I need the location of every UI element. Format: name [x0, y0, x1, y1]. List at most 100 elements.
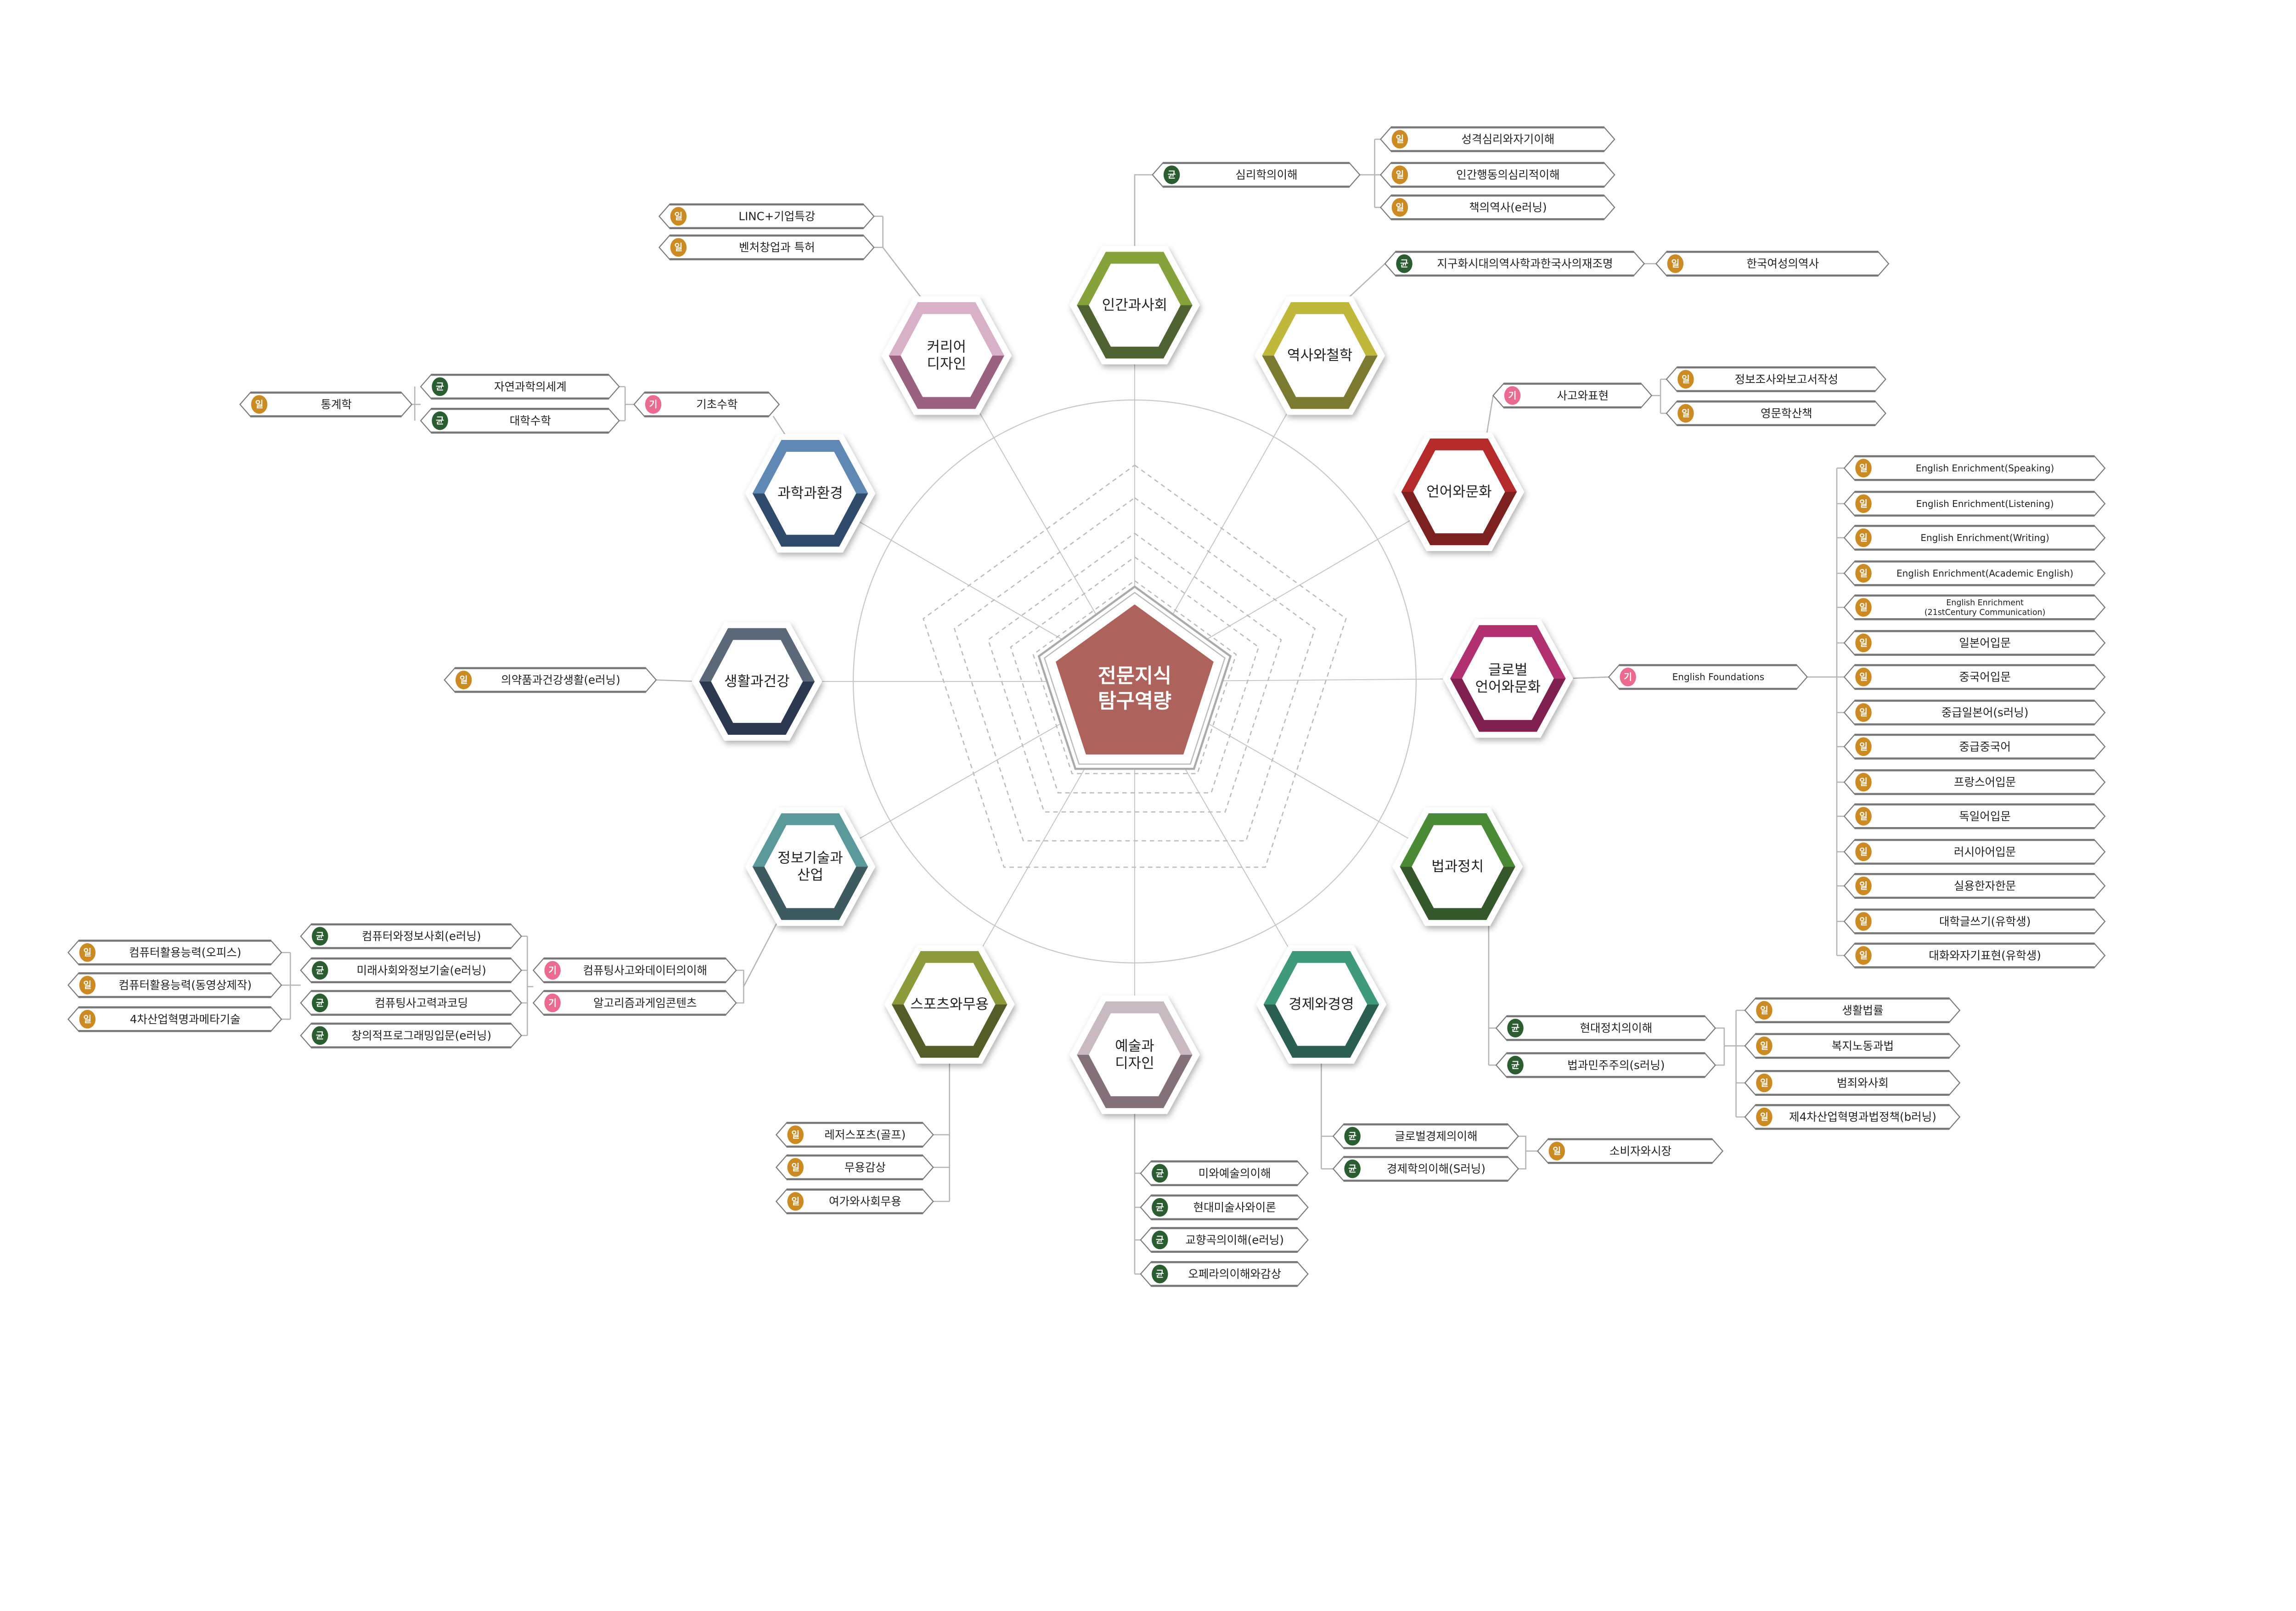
- tag-label: 미래사회와정보기술(e러닝): [357, 963, 486, 977]
- course-tag[interactable]: 기 알고리즘과게임콘텐츠: [532, 990, 737, 1016]
- tag-label: 벤처창업과 특허: [739, 241, 815, 254]
- course-type-badge: [1667, 254, 1684, 273]
- course-tag[interactable]: 일 실용한자한문: [1843, 873, 2106, 899]
- course-tag[interactable]: 기 컴퓨팅사고와데이터의이해: [532, 957, 737, 983]
- badge-label: 일: [83, 947, 91, 958]
- course-tag[interactable]: 일 프랑스어입문: [1843, 769, 2106, 795]
- hub-inner: [1413, 450, 1505, 534]
- course-tag[interactable]: 기 사고와표현: [1492, 383, 1653, 409]
- course-tag[interactable]: 일 대학글쓰기(유학생): [1843, 908, 2106, 935]
- hub-2[interactable]: 역사와철학: [1255, 296, 1385, 415]
- hub-inner: [1088, 264, 1181, 347]
- course-tag[interactable]: 일 컴퓨터활용능력(동영상제작): [67, 972, 282, 998]
- course-tag[interactable]: 기 English Foundations: [1608, 664, 1808, 690]
- course-tag[interactable]: 균 경제학의이해(S러닝): [1332, 1156, 1519, 1182]
- hub-inner: [1462, 637, 1554, 720]
- connector: [1134, 174, 1153, 252]
- course-tag[interactable]: 일 English Enrichment(Listening): [1843, 490, 2106, 517]
- hub-8[interactable]: 스포츠와무용: [884, 945, 1015, 1064]
- course-tag[interactable]: 균 현대미술사와이론: [1140, 1194, 1309, 1221]
- hub-1[interactable]: 인간과사회: [1069, 246, 1200, 365]
- course-type-badge: [544, 961, 561, 980]
- badge-label: 일: [1859, 846, 1868, 857]
- course-tag[interactable]: 일 통계학: [239, 391, 413, 417]
- badge-label: 일: [1859, 637, 1868, 648]
- hub-label: 과학과환경: [777, 485, 843, 501]
- course-tag[interactable]: 일 English Enrichment(Academic English): [1843, 560, 2106, 586]
- course-tag[interactable]: 일 벤처창업과 특허: [658, 234, 875, 260]
- course-tag[interactable]: 일 레저스포츠(골프): [775, 1121, 934, 1148]
- course-tag[interactable]: 일 여가와사회무용: [775, 1189, 934, 1215]
- tag-label: 성격심리와자기이해: [1461, 133, 1554, 146]
- course-tag[interactable]: 일 제4차산업혁명과법정책(b러닝): [1744, 1104, 1961, 1130]
- course-tag[interactable]: 일 정보조사와보고서작성: [1666, 366, 1886, 392]
- course-tag[interactable]: 일 대화와자기표현(유학생): [1843, 942, 2106, 969]
- badge-label: 일: [1760, 1005, 1768, 1015]
- tag-label: 자연과학의세계: [494, 380, 567, 393]
- badge-label: 일: [1682, 408, 1690, 418]
- course-tag[interactable]: 일 책의역사(e러닝): [1379, 194, 1615, 220]
- course-tag[interactable]: 일 English Enrichment(21stCentury Communic…: [1843, 594, 2106, 620]
- tag-label: 범죄와사회: [1837, 1076, 1889, 1090]
- course-tag[interactable]: 일 소비자와시장: [1536, 1138, 1724, 1164]
- course-tag[interactable]: 일 중급일본어(s러닝): [1843, 699, 2106, 726]
- course-tag[interactable]: 균 미와예술의이해: [1140, 1160, 1309, 1186]
- tag-label: 여가와사회무용: [829, 1195, 901, 1208]
- course-tag[interactable]: 일 의약품과건강생활(e러닝): [444, 667, 657, 693]
- course-tag[interactable]: 일 4차산업혁명과메타기술: [67, 1006, 282, 1032]
- tag-label: 중급일본어(s러닝): [1941, 706, 2029, 719]
- course-tag[interactable]: 일 복지노동과법: [1744, 1033, 1961, 1059]
- hub-10[interactable]: 생활과건강: [692, 622, 822, 741]
- course-tag[interactable]: 균 법과민주주의(s러닝): [1495, 1052, 1716, 1078]
- course-tag[interactable]: 일 한국여성의역사: [1655, 251, 1890, 277]
- course-type-badge: [1344, 1159, 1361, 1178]
- hub-label: 스포츠와무용: [910, 996, 989, 1013]
- tag-label: 오페라의이해와감상: [1188, 1267, 1281, 1281]
- course-tag[interactable]: 일 LINC+기업특강: [658, 203, 875, 230]
- course-tag[interactable]: 균 컴퓨팅사고력과코딩: [300, 990, 522, 1016]
- course-tag[interactable]: 균 심리학의이해: [1152, 162, 1361, 188]
- course-tag[interactable]: 균 미래사회와정보기술(e러닝): [300, 957, 522, 983]
- hub-label: 언어와문화: [1475, 679, 1541, 695]
- course-tag[interactable]: 일 성격심리와자기이해: [1379, 126, 1615, 152]
- course-tag[interactable]: 균 자연과학의세계: [420, 373, 620, 400]
- course-tag[interactable]: 일 범죄와사회: [1744, 1070, 1961, 1096]
- course-tag[interactable]: 균 교향곡의이해(e러닝): [1140, 1227, 1309, 1253]
- course-type-badge: [1677, 404, 1694, 423]
- tag-label: 기초수학: [696, 398, 737, 411]
- course-tag[interactable]: 일 독일어입문: [1843, 803, 2106, 829]
- course-tag[interactable]: 균 현대정치의이해: [1495, 1015, 1716, 1041]
- hub-inner: [764, 825, 856, 908]
- course-tag[interactable]: 일 English Enrichment(Speaking): [1843, 455, 2106, 481]
- course-tag[interactable]: 기 기초수학: [633, 391, 780, 417]
- tag-label: 지구화시대의역사학과한국사의재조명: [1437, 257, 1613, 270]
- course-type-badge: [1677, 370, 1694, 389]
- course-tag[interactable]: 일 무용감상: [775, 1154, 934, 1180]
- course-tag[interactable]: 균 컴퓨터와정보사회(e러닝): [300, 923, 522, 949]
- tag-label: 현대정치의이해: [1580, 1021, 1652, 1035]
- course-tag[interactable]: 일 인간행동의심리적이해: [1379, 162, 1615, 188]
- course-tag[interactable]: 일 생활법률: [1744, 997, 1961, 1024]
- hub-11[interactable]: 과학과환경: [745, 434, 876, 553]
- hub-6[interactable]: 경제와경영: [1256, 945, 1387, 1064]
- hub-5[interactable]: 법과정치: [1392, 807, 1523, 926]
- course-tag[interactable]: 일 러시아어입문: [1843, 839, 2106, 865]
- course-tag[interactable]: 일 중국어입문: [1843, 664, 2106, 690]
- course-tag[interactable]: 일 중급중국어: [1843, 733, 2106, 760]
- course-tag[interactable]: 균 지구화시대의역사학과한국사의재조명: [1384, 251, 1645, 277]
- badge-label: 균: [316, 931, 324, 941]
- course-tag[interactable]: 일 영문학산책: [1666, 400, 1886, 427]
- tag-label: 중급중국어: [1959, 740, 2011, 753]
- course-tag[interactable]: 균 대학수학: [420, 408, 620, 434]
- course-tag[interactable]: 균 오페라의이해와감상: [1140, 1261, 1309, 1287]
- hub-3[interactable]: 언어와문화: [1394, 432, 1525, 551]
- course-tag[interactable]: 일 English Enrichment(Writing): [1843, 524, 2106, 551]
- course-tag[interactable]: 균 글로벌경제의이해: [1332, 1123, 1519, 1149]
- course-tag[interactable]: 일 컴퓨터활용능력(오피스): [67, 940, 282, 966]
- course-tag[interactable]: 균 창의적프로그래밍입문(e러닝): [300, 1022, 522, 1048]
- course-tag[interactable]: 일 일본어입문: [1843, 630, 2106, 656]
